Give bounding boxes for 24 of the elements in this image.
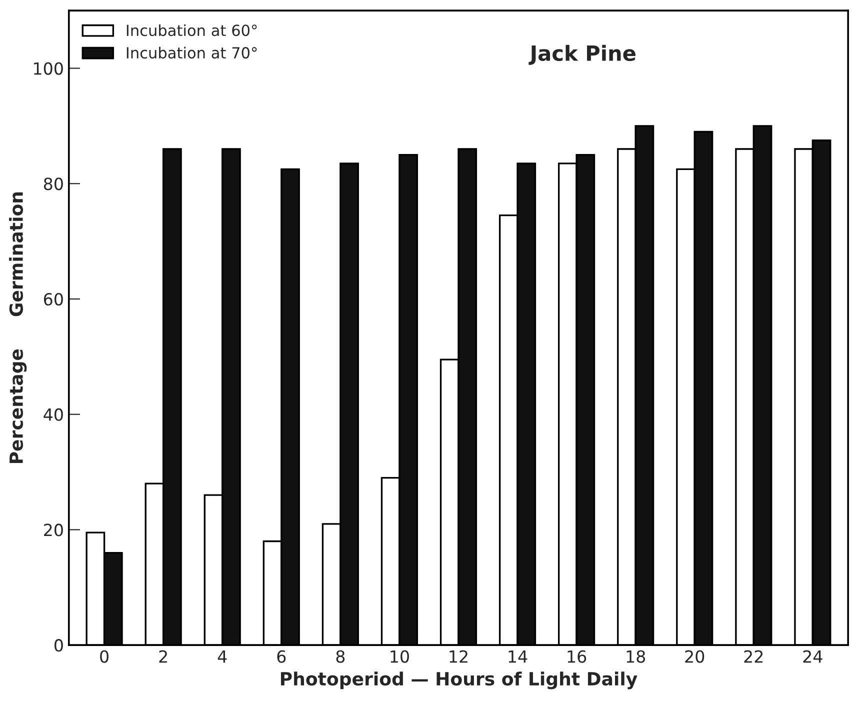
x-tick-label: 22 bbox=[744, 650, 763, 663]
x-tick-label: 6 bbox=[277, 650, 286, 663]
y-tick-label: 60 bbox=[44, 292, 63, 306]
x-tick-label: 14 bbox=[508, 650, 528, 663]
x-tick-label: 8 bbox=[336, 650, 345, 663]
x-tick-label: 12 bbox=[450, 650, 468, 663]
x-tick-label: 16 bbox=[568, 650, 586, 663]
y-tick-label: 80 bbox=[44, 178, 63, 190]
text: Jack Pine bbox=[528, 44, 636, 65]
x-axis-title: Photoperiod — Hours of Light Daily bbox=[280, 672, 638, 690]
y-tick-label: 40 bbox=[44, 408, 63, 421]
x-tick-label: 4 bbox=[218, 650, 227, 663]
x-tick-label: 10 bbox=[390, 650, 409, 663]
legend-label: Incubation at 70° bbox=[126, 46, 257, 59]
y-tick-label: 20 bbox=[44, 524, 63, 536]
legend-label: Incubation at 60° bbox=[126, 24, 257, 36]
x-tick-label: 20 bbox=[685, 650, 704, 663]
y-axis-title: Percentage Germination bbox=[9, 192, 27, 464]
x-tick-label: 0 bbox=[100, 650, 108, 663]
y-tick-label: 0 bbox=[54, 639, 63, 652]
x-tick-label: 18 bbox=[626, 650, 646, 663]
x-tick-label: 24 bbox=[803, 650, 822, 663]
y-tick-label: 100 bbox=[34, 62, 63, 75]
x-tick-label: 2 bbox=[159, 650, 167, 663]
